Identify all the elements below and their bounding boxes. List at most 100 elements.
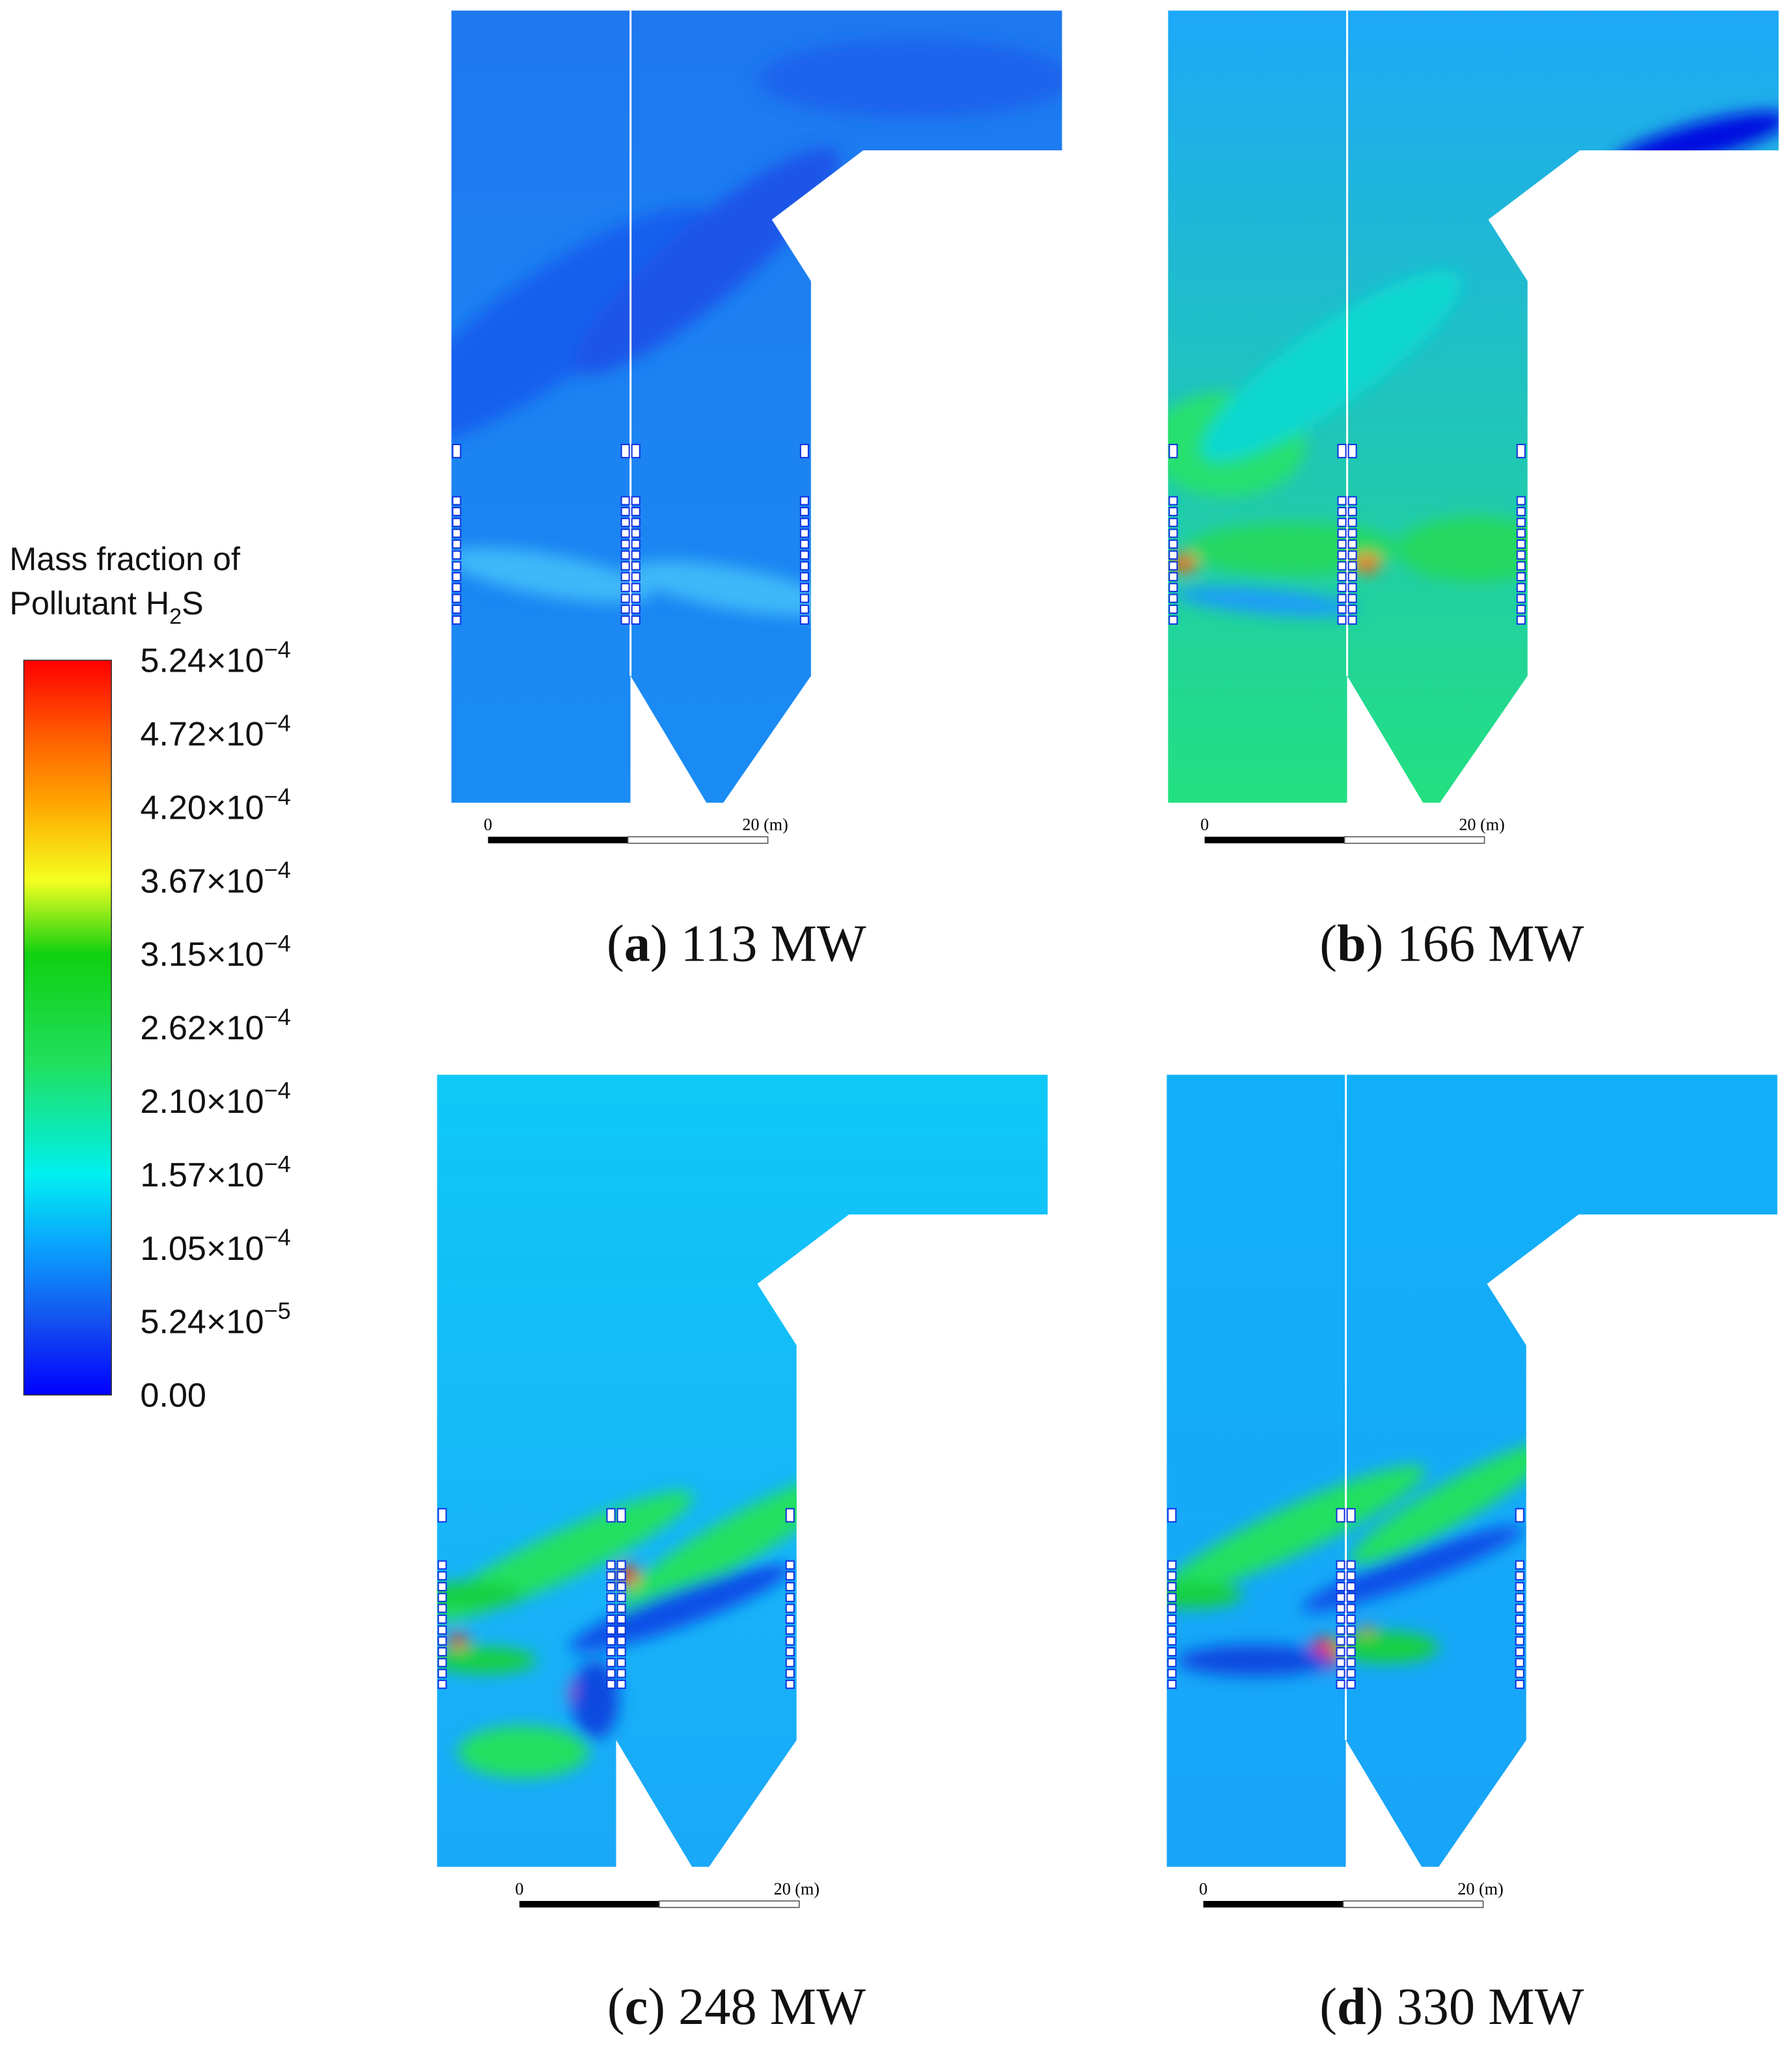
burner: [1167, 1658, 1177, 1667]
burner: [785, 1560, 795, 1570]
burner: [606, 1636, 616, 1646]
scale-label: 0: [1199, 1879, 1207, 1898]
burner: [1516, 594, 1526, 603]
burner: [1337, 517, 1347, 527]
burner: [1516, 572, 1526, 582]
concentration-region: [1301, 1525, 1524, 1612]
burner: [437, 1571, 447, 1581]
burner: [1168, 528, 1178, 538]
tick-mantissa: 4.20: [140, 789, 206, 827]
burner: [1516, 496, 1526, 506]
burner: [1347, 528, 1357, 538]
tick-mantissa: 2.62: [140, 1009, 206, 1047]
scale-bar-black: [1203, 1900, 1344, 1908]
burner: [1167, 1582, 1177, 1592]
burner: [1167, 1604, 1177, 1613]
burner: [1515, 1625, 1524, 1635]
burner: [606, 1582, 616, 1592]
burner: [620, 517, 630, 527]
tick-mantissa: 2.10: [140, 1083, 206, 1121]
burner: [616, 1560, 626, 1570]
burner: [1516, 517, 1526, 527]
burner: [452, 496, 462, 506]
burner: [785, 1615, 795, 1624]
burner: [1337, 540, 1347, 549]
burner: [1346, 1582, 1356, 1592]
concentration-region: [437, 1581, 523, 1608]
burner: [616, 1508, 626, 1523]
burner: [1346, 1571, 1356, 1581]
tick-exponent: −4: [264, 1224, 291, 1251]
burner: [1516, 507, 1526, 517]
burner: [1168, 582, 1178, 592]
burner: [1516, 582, 1526, 592]
burner: [1346, 1615, 1356, 1624]
burner: [1347, 615, 1357, 625]
caption-paren: ): [1366, 1978, 1384, 2036]
panel-caption: (a) 113 MW: [607, 915, 866, 973]
concentration-region: [437, 1647, 537, 1674]
burner: [1337, 507, 1347, 517]
burner: [1168, 507, 1178, 517]
burner: [606, 1669, 616, 1678]
burner: [616, 1604, 626, 1613]
legend: Mass fraction of Pollutant H2S 5.24×10−4…: [9, 541, 290, 1415]
colorbar-tick-label: 3.15×10−4: [140, 930, 290, 974]
burner: [1337, 605, 1347, 614]
burner: [631, 444, 641, 459]
burner: [437, 1615, 447, 1624]
burner: [616, 1669, 626, 1678]
burner: [799, 572, 809, 582]
legend-title-sub: 2: [169, 604, 182, 629]
burner: [785, 1636, 795, 1646]
burner: [616, 1615, 626, 1624]
colorbar-tick-label: 5.24×10−4: [140, 636, 290, 679]
tick-exponent: −4: [264, 1077, 291, 1104]
burner: [437, 1625, 447, 1635]
burner: [1168, 615, 1178, 625]
tick-exponent: −4: [264, 783, 291, 810]
burner: [616, 1571, 626, 1581]
concentration-region: [1396, 516, 1554, 582]
burner: [1167, 1571, 1177, 1581]
furnace-field: [451, 10, 1062, 803]
burner: [606, 1604, 616, 1613]
burner: [606, 1592, 616, 1602]
colorbar-tick-label: 4.20×10−4: [140, 783, 290, 827]
burner: [785, 1669, 795, 1678]
colorbar-tick-label: 1.57×10−4: [140, 1151, 290, 1194]
scale-bar-black: [488, 836, 628, 843]
burner: [799, 561, 809, 571]
caption-letter: b: [1337, 915, 1366, 973]
tick-exponent: −4: [264, 709, 291, 736]
burner: [1168, 517, 1178, 527]
burner: [631, 594, 641, 603]
caption-paren: (: [1319, 1978, 1337, 2036]
burner: [1337, 594, 1347, 603]
burner: [1515, 1658, 1524, 1667]
burner: [620, 444, 630, 459]
burner: [785, 1604, 795, 1613]
burner: [799, 528, 809, 538]
burner: [1167, 1647, 1177, 1657]
burner: [620, 605, 630, 614]
burner: [1347, 540, 1357, 549]
colorbar: [23, 659, 112, 1396]
burner: [1516, 540, 1526, 549]
burner: [1347, 572, 1357, 582]
panel-caption: (b) 166 MW: [1319, 915, 1584, 973]
burner: [1347, 561, 1357, 571]
concentration-region: [451, 547, 653, 603]
caption-power: 113 MW: [681, 915, 866, 973]
caption-letter: c: [625, 1978, 648, 2036]
burner: [606, 1508, 616, 1523]
burner: [1168, 594, 1178, 603]
burner: [1516, 444, 1526, 459]
caption-power: 166 MW: [1397, 915, 1584, 973]
concentration-region: [447, 1634, 469, 1648]
contour-field: [1166, 1074, 1778, 1867]
burner: [437, 1636, 447, 1646]
burner: [1167, 1680, 1177, 1689]
